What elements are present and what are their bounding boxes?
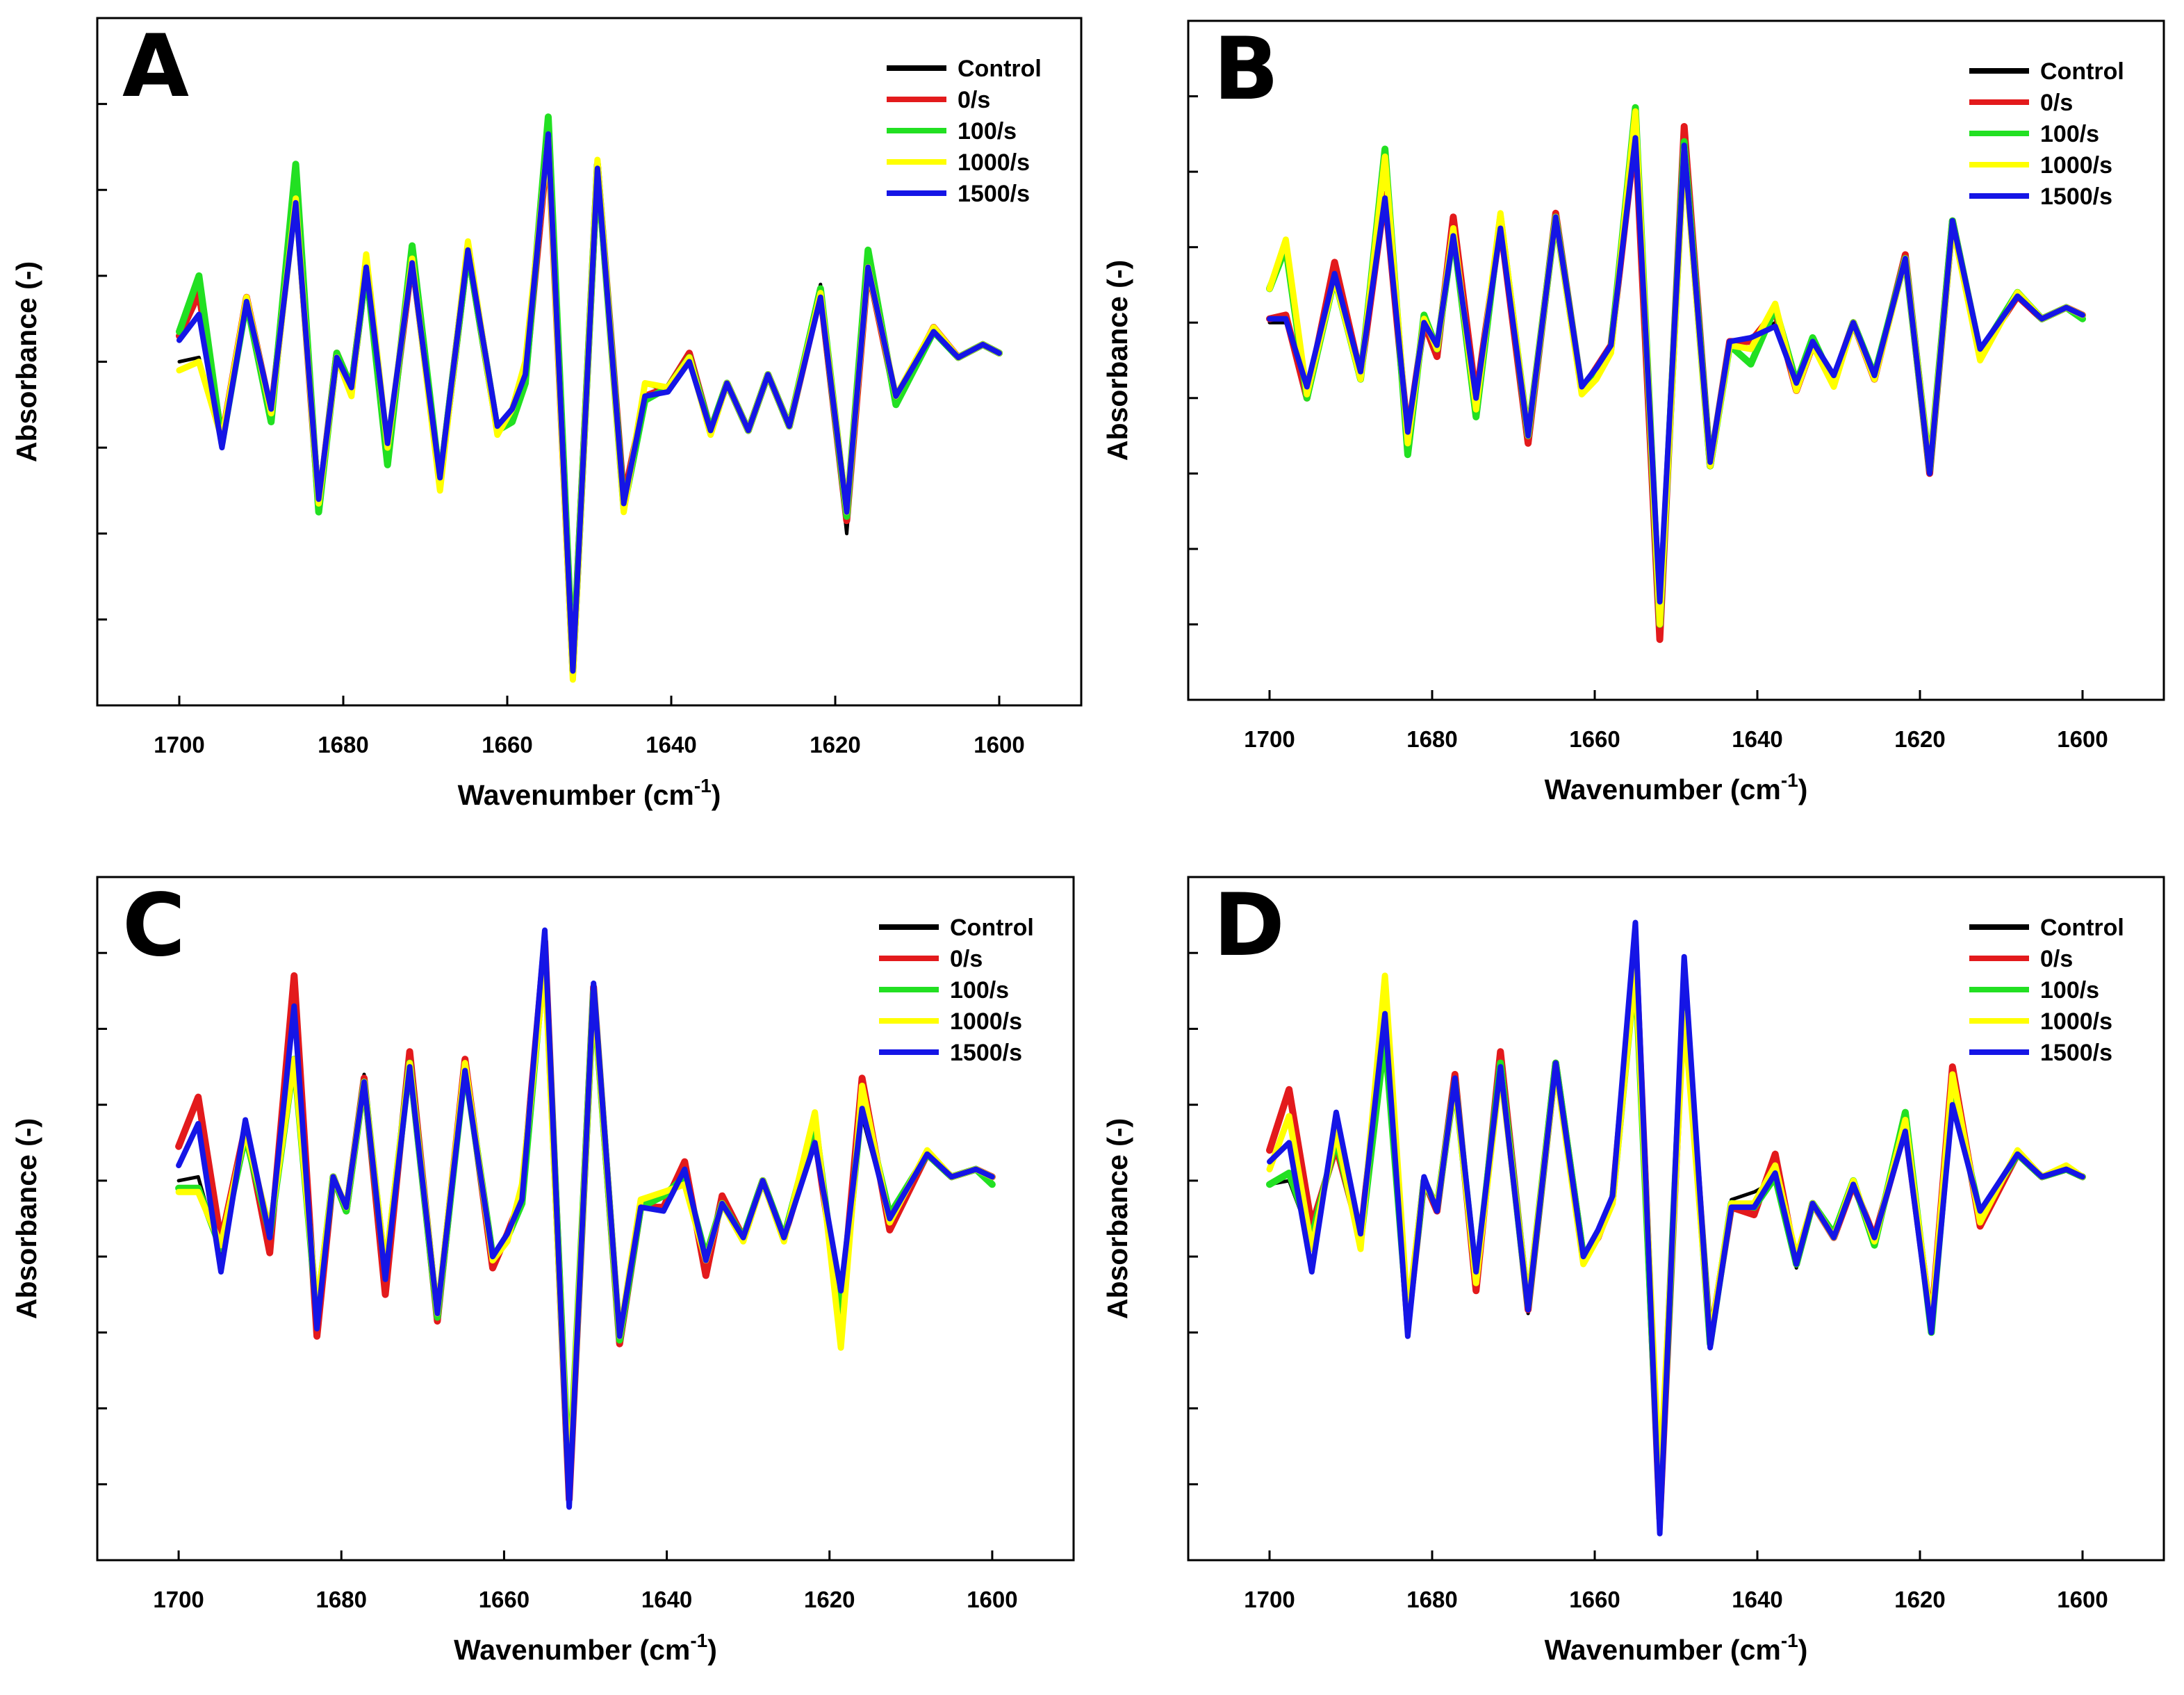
x-axis-label: Wavenumber (cm-1): [454, 1630, 717, 1666]
x-axis-label-text: Wavenumber (cm: [1545, 1634, 1781, 1666]
x-tick-label: 1700: [154, 732, 204, 758]
panel-letter: D: [1213, 876, 1285, 976]
x-tick-label: 1600: [967, 1587, 1017, 1612]
legend-label: 1500/s: [950, 1040, 1022, 1066]
x-axis-label-close: ): [712, 779, 721, 811]
series-line-1500-per-s: [1267, 135, 2085, 605]
x-axis-label-sup: -1: [694, 775, 712, 796]
y-axis-label: Absorbance (-): [1101, 260, 1133, 461]
y-axis-label: Absorbance (-): [1101, 1118, 1133, 1319]
y-axis-label: Absorbance (-): [10, 1118, 42, 1319]
legend-label: 1000/s: [2040, 1008, 2112, 1035]
x-axis-label-text: Wavenumber (cm: [1545, 773, 1781, 805]
x-tick-label: 1620: [1894, 726, 1945, 752]
y-axis-label: Absorbance (-): [10, 261, 42, 462]
x-tick-label: 1620: [1894, 1587, 1945, 1612]
x-axis-label-close: ): [1798, 1634, 1808, 1666]
x-axis-label-close: ): [1798, 773, 1808, 805]
x-axis-label-close: ): [707, 1634, 717, 1666]
panel-letter: B: [1213, 19, 1279, 120]
legend-label: 100/s: [2040, 121, 2099, 147]
panel-letter: A: [122, 17, 189, 117]
legend-label: 1500/s: [958, 181, 1030, 207]
panel-b: 1700 1680 1660 1640 1620 1600 Wavenumber (cm-1…: [1101, 19, 2165, 805]
x-axis-label-text: Wavenumber (cm: [458, 779, 694, 811]
x-axis-label: Wavenumber (cm-1): [1545, 1630, 1808, 1666]
legend-label: 1000/s: [2040, 152, 2112, 179]
legend-label: 0/s: [2040, 90, 2073, 116]
legend-label: Control: [950, 915, 1034, 941]
x-tick-label: 1700: [153, 1587, 204, 1612]
x-tick-label: 1660: [482, 732, 532, 758]
legend-label: 0/s: [950, 946, 983, 972]
x-axis-label-sup: -1: [1781, 769, 1798, 791]
x-tick-label: 1600: [2057, 726, 2108, 752]
x-tick-label: 1600: [2057, 1587, 2108, 1612]
x-tick-label: 1680: [318, 732, 368, 758]
x-tick-label: 1640: [641, 1587, 692, 1612]
legend-label: 0/s: [2040, 946, 2073, 972]
panel-c: 1700 1680 1660 1640 1620 1600 Wavenumber (cm-1…: [10, 876, 1075, 1666]
plot-frame: [1187, 876, 2165, 1562]
panel-d: 1700 1680 1660 1640 1620 1600 Wavenumber (cm-1…: [1101, 876, 2165, 1666]
legend-label: 1500/s: [2040, 183, 2112, 210]
legend-label: 1500/s: [2040, 1040, 2112, 1066]
x-tick-label: 1600: [974, 732, 1024, 758]
x-axis-label-sup: -1: [1781, 1630, 1798, 1651]
series-line-1500-per-s: [1267, 919, 2085, 1537]
legend-label: 1000/s: [958, 149, 1030, 176]
x-axis-label: Wavenumber (cm-1): [1545, 769, 1808, 805]
series-line-1000-per-s: [1266, 965, 2086, 1488]
legend-label: 100/s: [950, 977, 1009, 1004]
x-axis-label: Wavenumber (cm-1): [458, 775, 721, 811]
legend-label: Control: [2040, 58, 2124, 85]
series-line-1500-per-s: [176, 131, 1002, 674]
x-tick-label: 1660: [1569, 726, 1620, 752]
series-line-1000-per-s: [1266, 108, 2086, 628]
x-tick-label: 1660: [479, 1587, 529, 1612]
plot-frame: [96, 876, 1075, 1562]
x-tick-label: 1700: [1244, 726, 1295, 752]
legend-label: Control: [2040, 915, 2124, 941]
legend-label: 1000/s: [950, 1008, 1022, 1035]
legend-label: Control: [958, 56, 1042, 82]
legend-label: 100/s: [958, 118, 1017, 145]
x-tick-label: 1640: [1732, 1587, 1782, 1612]
x-tick-label: 1680: [1406, 1587, 1457, 1612]
plot-frame: [1187, 19, 2165, 701]
x-tick-label: 1620: [804, 1587, 855, 1612]
x-tick-label: 1700: [1244, 1587, 1295, 1612]
panel-a: 1700 1680 1660 1640 1620 1600 Wavenumber (cm-1…: [10, 17, 1083, 811]
series-line-1500-per-s: [176, 927, 995, 1510]
x-tick-label: 1660: [1569, 1587, 1620, 1612]
x-tick-label: 1620: [810, 732, 860, 758]
legend-label: 0/s: [958, 87, 990, 113]
x-tick-label: 1640: [1732, 726, 1782, 752]
x-axis-label-text: Wavenumber (cm: [454, 1634, 690, 1666]
panel-letter: C: [122, 876, 186, 976]
x-axis-label-sup: -1: [690, 1630, 707, 1651]
legend-label: 100/s: [2040, 977, 2099, 1004]
x-tick-label: 1680: [1406, 726, 1457, 752]
x-tick-label: 1680: [316, 1587, 367, 1612]
x-tick-label: 1640: [646, 732, 696, 758]
